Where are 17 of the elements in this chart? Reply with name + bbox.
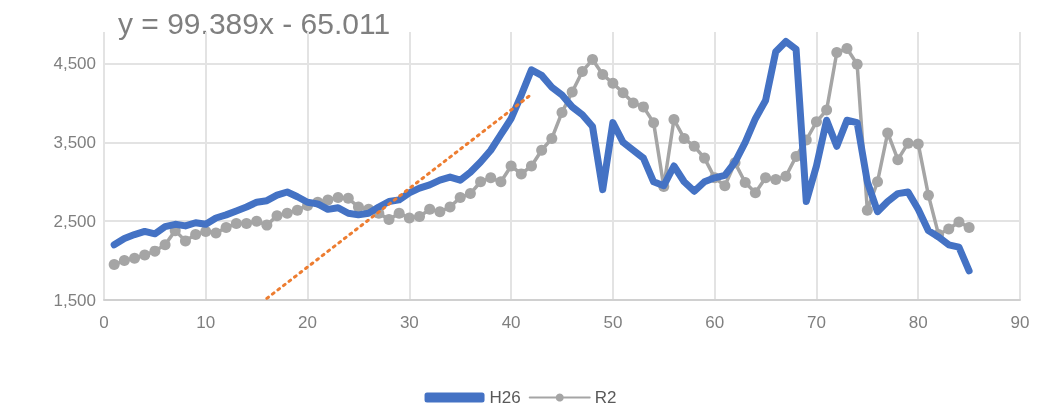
x-tick-label: 30 [399, 313, 419, 332]
x-tick-label: 10 [196, 313, 216, 332]
y-tick-label: 3,500 [53, 132, 96, 152]
y-tick-label: 4,500 [53, 54, 96, 74]
x-tick-label: 60 [705, 313, 725, 332]
x-tick-label: 50 [603, 313, 623, 332]
x-tick-label: 90 [1010, 313, 1030, 332]
x-tick-label: 70 [806, 313, 826, 332]
x-tick-label: 80 [908, 313, 928, 332]
y-tick-label: 1,500 [53, 290, 96, 310]
y-tick-label: 2,500 [53, 211, 96, 231]
annotation: y = 99.389x - 65.011 [118, 6, 391, 40]
x-tick-label: 20 [298, 313, 318, 332]
legend-label: R2 [594, 388, 617, 407]
x-tick-label: 0 [99, 313, 109, 332]
x-tick-label: 40 [501, 313, 521, 332]
legend-label: H26 [489, 388, 521, 407]
